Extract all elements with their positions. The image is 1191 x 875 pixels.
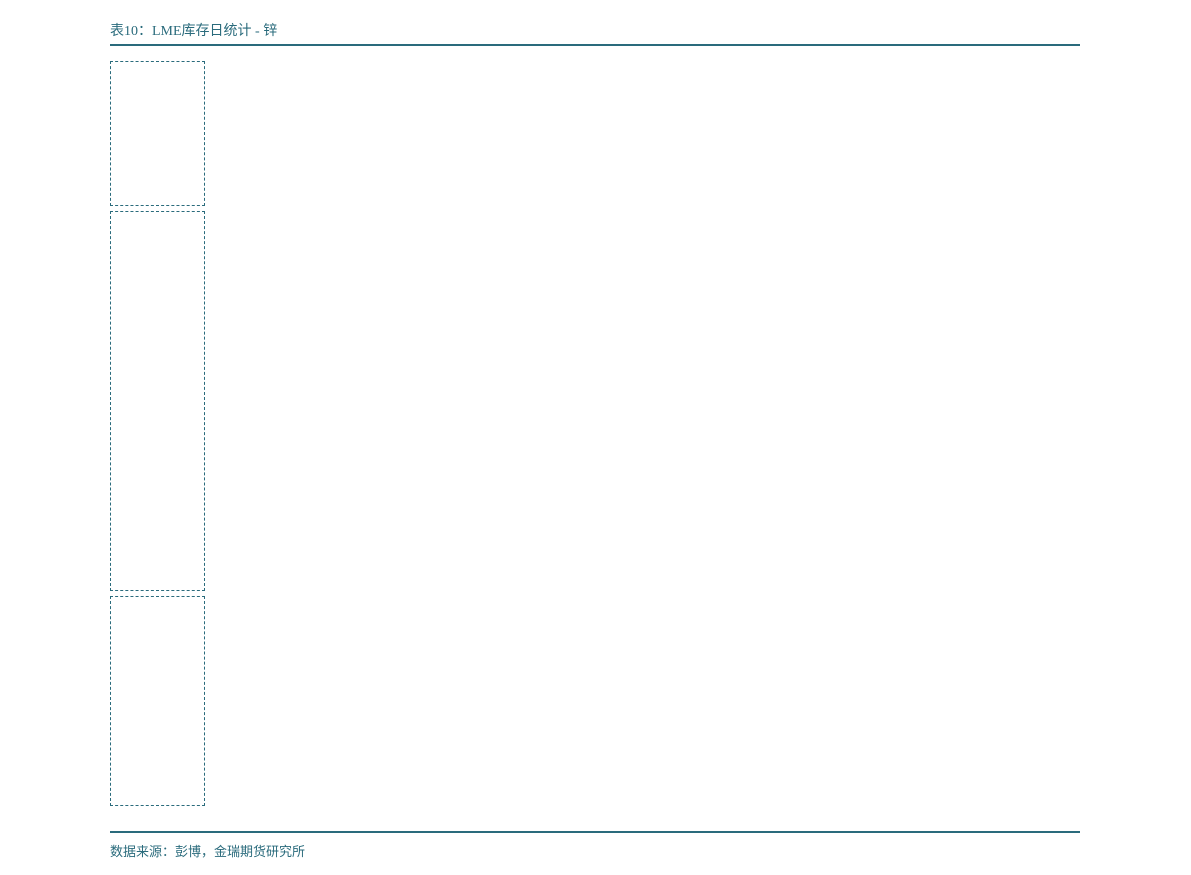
dashed-region-2 <box>110 211 205 591</box>
table-title: 表10：LME库存日统计 - 锌 <box>110 20 1080 46</box>
data-source: 数据来源：彭博，金瑞期货研究所 <box>110 841 1080 860</box>
content-area <box>110 56 1080 826</box>
dashed-region-3 <box>110 596 205 806</box>
dashed-region-1 <box>110 61 205 206</box>
page-container: 表10：LME库存日统计 - 锌 数据来源：彭博，金瑞期货研究所 <box>110 20 1080 860</box>
bottom-rule <box>110 831 1080 833</box>
